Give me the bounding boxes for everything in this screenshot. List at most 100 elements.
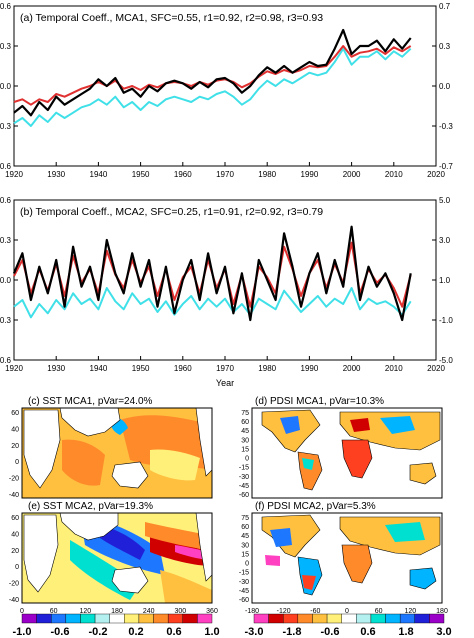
colorbar-swatch (312, 613, 328, 624)
map-y-tick-label: -45 (239, 483, 249, 490)
colorbar-swatch (167, 613, 183, 624)
series-line-0 (12, 225, 412, 322)
map-y-tick-label: -40 (9, 597, 19, 604)
map-y-tick-label: 20 (11, 548, 19, 555)
panel-e-title: (e) SST MCA2, pVar=19.3% (28, 501, 153, 512)
map-y-tick-label: -20 (9, 476, 19, 483)
panel-b-right-y-ticks: -5.0 -1.0 1.0 3.0 5.0 (432, 196, 453, 365)
map-y-tick-label: 45 (241, 533, 249, 540)
panel-b-title: (b) Temporal Coeff., MCA2, SFC=0.25, r1=… (20, 206, 323, 218)
panel-e-pink-core (175, 545, 210, 560)
panel-c-frame (21, 407, 213, 499)
panel-e-deep-blue (100, 525, 145, 560)
series-line-2 (13, 47, 412, 127)
panel-b-frame (13, 199, 437, 361)
colorbar-swatch (80, 613, 96, 624)
x-tick-label: 1940 (90, 364, 108, 373)
y-tick-label-left: -0.6 (0, 356, 12, 365)
panel-d-title: (d) PDSI MCA1, pVar=10.3% (255, 396, 384, 407)
panel-f-sa-dry (302, 575, 316, 590)
panel-e-asia-land (59, 512, 119, 541)
x-tick-label: 1980 (258, 170, 276, 179)
panel-c-pacific-patch (150, 449, 200, 481)
panel-c-africa-land (23, 409, 61, 489)
panel-d-australia (409, 462, 437, 485)
map-x-tick-label: 120 (79, 608, 91, 615)
x-tick-label: 1950 (132, 364, 150, 373)
map-y-tick-label: -15 (239, 465, 249, 472)
panel-a-series (13, 28, 412, 127)
y-tick-label-left: 0.3 (0, 236, 12, 245)
map-x-tick-label: 180 (111, 608, 123, 615)
panel-d: (d) PDSI MCA1, pVar=10.3% 75 60 45 30 15 0 -15… (239, 396, 443, 499)
panel-e-enso-orange (145, 522, 212, 550)
panel-a-left-y-ticks: -0.6 -0.3 0.0 0.3 0.6 (0, 2, 18, 171)
colorbar-swatch (21, 613, 37, 624)
map-x-tick-label: 60 (375, 608, 383, 615)
panel-a-right-y-ticks: -0.7 -0.3 0.0 0.3 0.7 (432, 2, 453, 171)
x-tick-label: 1960 (174, 170, 192, 179)
x-tick-label: 1920 (5, 170, 23, 179)
colorbar-swatch (297, 613, 313, 624)
panel-f-x-ticks: -180 -120 -60 0 60 120 180 (245, 608, 448, 615)
series-line-0 (13, 28, 412, 117)
panel-d-frame (251, 407, 443, 499)
map-y-tick-label: 60 (241, 524, 249, 531)
y-tick-label-right: 0.7 (439, 2, 451, 11)
colorbar-swatch (326, 613, 342, 624)
y-tick-label-left: -0.3 (0, 316, 12, 325)
panel-d-na-wet (280, 416, 300, 434)
map-y-tick-label: -60 (239, 492, 249, 499)
panel-b-x-ticks: 1920 1930 1940 1950 1960 1970 1980 1990 2000 2010… (5, 356, 445, 373)
x-tick-label: 1990 (301, 364, 319, 373)
panel-b-left-y-ticks: -0.6 -0.3 0.0 0.3 0.6 (0, 196, 18, 365)
colorbar-swatch (51, 613, 67, 624)
y-tick-label-right: 5.0 (439, 196, 451, 205)
panel-e-south-orange (160, 570, 212, 603)
y-tick-label-right: -0.3 (439, 122, 453, 131)
panel-b-xlabel: Year (216, 378, 234, 388)
map-y-tick-label: -60 (239, 597, 249, 604)
colorbar-label: 0.6 (360, 626, 375, 638)
colorbar-swatch (197, 613, 213, 624)
map-y-tick-label: 20 (11, 443, 19, 450)
map-y-tick-label: 15 (241, 446, 249, 453)
colorbar-swatch (182, 613, 198, 624)
y-tick-label-right: 0.3 (439, 42, 451, 51)
y-tick-label-right: 0.0 (439, 82, 451, 91)
colorbar-label: 0.6 (166, 626, 181, 638)
x-tick-label: 1990 (301, 170, 319, 179)
map-y-tick-label: 0 (245, 561, 249, 568)
map-x-tick-label: 300 (174, 608, 186, 615)
pdsi-colorbar: -3.0 -1.8 -0.6 0.6 1.8 3.0 (245, 613, 452, 638)
colorbar-label: 0.2 (128, 626, 143, 638)
map-y-tick-label: 45 (241, 428, 249, 435)
panel-e-frame (21, 512, 213, 604)
map-x-tick-label: 120 (404, 608, 416, 615)
y-tick-label-left: 0.6 (0, 196, 12, 205)
x-tick-label: 2000 (343, 364, 361, 373)
map-x-tick-label: 0 (345, 608, 349, 615)
colorbar-swatch (429, 613, 445, 624)
x-tick-label: 2000 (343, 170, 361, 179)
map-y-tick-label: 60 (11, 515, 19, 522)
colorbar-swatch (36, 613, 52, 624)
x-tick-label: 2010 (385, 364, 403, 373)
colorbar-label: -1.8 (283, 626, 302, 638)
map-x-tick-label: 60 (50, 608, 58, 615)
colorbar-swatch (109, 613, 125, 624)
colorbar-swatch (385, 613, 401, 624)
x-tick-label: 2010 (385, 170, 403, 179)
panel-a-frame (13, 5, 437, 167)
panel-a: (a) Temporal Coeff., MCA1, SFC=0.55, r1=… (0, 2, 453, 179)
map-y-tick-label: -30 (239, 579, 249, 586)
panel-a-title: (a) Temporal Coeff., MCA1, SFC=0.55, r1=… (20, 12, 323, 24)
y-tick-label-left: -0.3 (0, 122, 12, 131)
y-tick-label-left: -0.6 (0, 162, 12, 171)
panel-e-y-ticks: 60 40 20 0 -20 -40 (9, 515, 19, 604)
colorbar-swatch (94, 613, 110, 624)
panel-e-africa-land (23, 514, 59, 593)
x-tick-label: 1940 (90, 170, 108, 179)
panel-d-eurasia-wet (380, 416, 415, 434)
panel-f-na-wet (270, 528, 292, 547)
